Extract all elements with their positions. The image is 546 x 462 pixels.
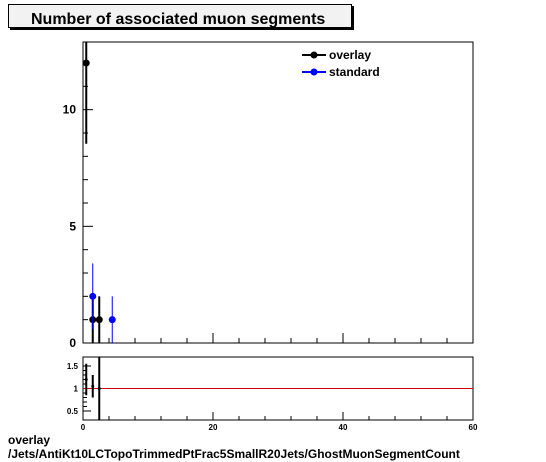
legend-label-standard: standard bbox=[329, 65, 380, 79]
legend-marker-standard bbox=[310, 68, 318, 76]
main-x-axis bbox=[82, 333, 474, 343]
ratio-plot-series bbox=[83, 357, 473, 420]
main-y-axis: 0 5 10 bbox=[63, 62, 93, 350]
chart-title: Number of associated muon segments bbox=[31, 11, 326, 28]
y-tick-label: 0 bbox=[69, 336, 76, 350]
overlay-point bbox=[82, 59, 90, 67]
ratio-x-axis: 0 20 40 60 bbox=[81, 412, 478, 432]
main-plot-series bbox=[82, 42, 116, 343]
legend-marker-overlay bbox=[310, 51, 318, 59]
y-tick-label: 5 bbox=[69, 219, 76, 233]
ratio-point bbox=[97, 387, 101, 390]
ratio-x-tick-label: 0 bbox=[81, 423, 86, 432]
ratio-point bbox=[91, 384, 95, 388]
title-box: Number of associated muon segments bbox=[8, 4, 352, 28]
ratio-x-tick-label: 60 bbox=[469, 423, 478, 432]
ratio-y-tick-label: 0.5 bbox=[67, 407, 79, 416]
y-tick-label: 10 bbox=[63, 103, 77, 117]
overlay-point bbox=[95, 316, 103, 324]
ratio-x-tick-label: 40 bbox=[339, 423, 348, 432]
legend-label-overlay: overlay bbox=[329, 48, 371, 62]
ratio-point bbox=[84, 378, 88, 381]
legend: overlay standard bbox=[302, 48, 380, 79]
standard-point bbox=[89, 292, 97, 300]
main-plot-frame bbox=[82, 41, 474, 344]
ratio-x-tick-label: 20 bbox=[209, 423, 218, 432]
footer-label-2: /Jets/AntiKt10LCTopoTrimmedPtFrac5SmallR… bbox=[8, 447, 460, 461]
footer-label-1: overlay bbox=[8, 433, 51, 447]
ratio-y-tick-label: 1 bbox=[74, 385, 79, 394]
ratio-y-tick-label: 1.5 bbox=[67, 362, 79, 371]
standard-point bbox=[108, 316, 116, 324]
main-frame-rect bbox=[82, 41, 474, 344]
